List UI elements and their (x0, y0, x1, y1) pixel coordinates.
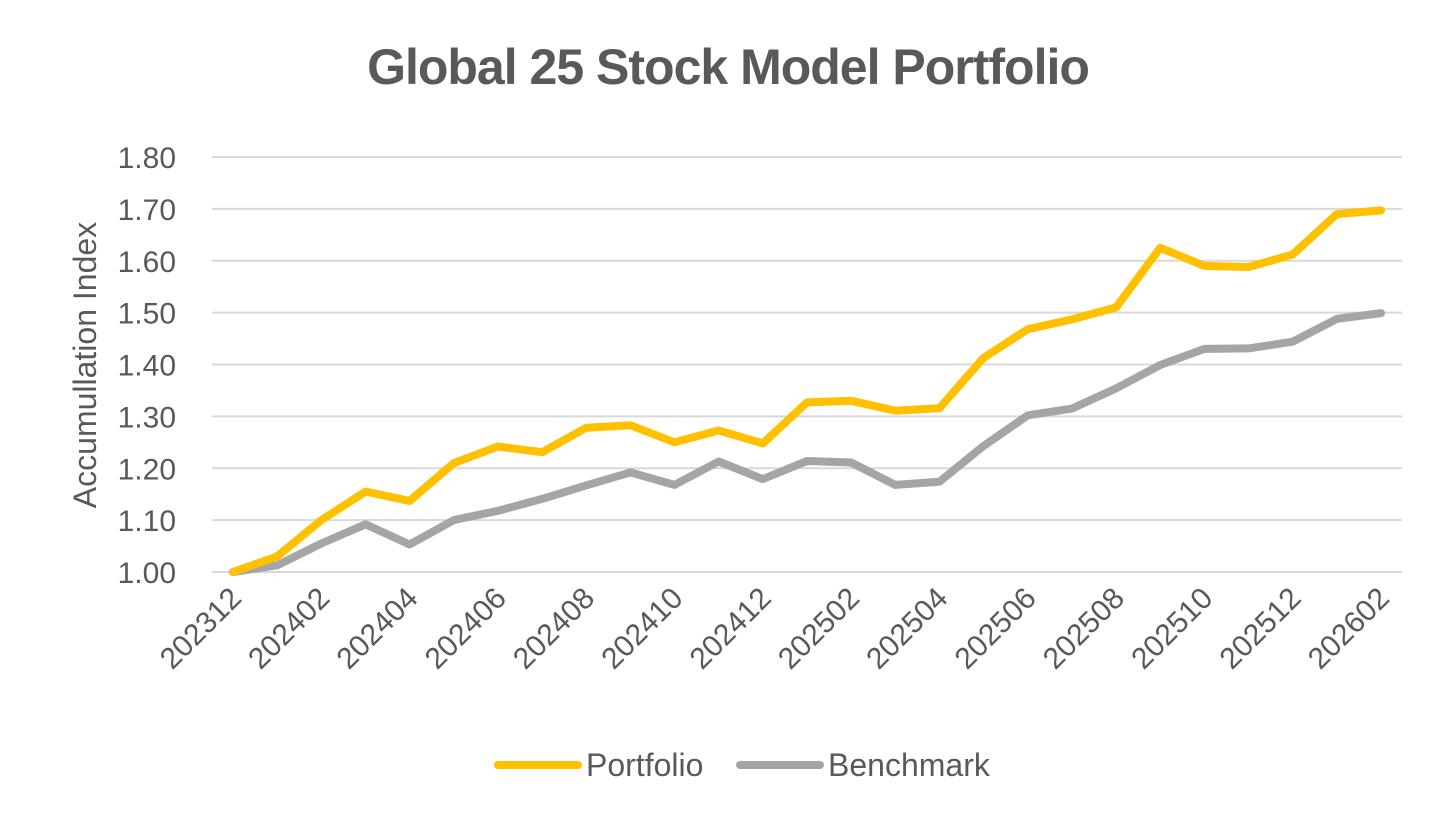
series-line-benchmark (229, 309, 1385, 576)
x-tick-label: 202504 (860, 582, 954, 676)
x-axis: 2023122024022024042024062024082024102024… (154, 582, 1396, 676)
y-tick-label: 1.60 (118, 246, 176, 279)
y-tick-label: 1.20 (118, 453, 176, 486)
x-tick-label: 202506 (949, 582, 1043, 676)
x-tick-label: 202406 (419, 582, 513, 676)
series (229, 206, 1385, 576)
legend-label-portfolio: Portfolio (586, 747, 703, 783)
x-tick-label: 202502 (772, 582, 866, 676)
legend-label-benchmark: Benchmark (828, 747, 991, 783)
x-tick-label: 202404 (330, 582, 424, 676)
x-tick-label: 202402 (242, 582, 336, 676)
y-axis-label: Accumullation Index (67, 222, 103, 508)
y-tick-label: 1.30 (118, 401, 176, 434)
x-tick-label: 202602 (1302, 582, 1396, 676)
y-tick-label: 1.70 (118, 194, 176, 227)
grid (212, 156, 1402, 573)
legend: Portfolio Benchmark (494, 747, 991, 783)
chart-title: Global 25 Stock Model Portfolio (367, 39, 1090, 95)
y-tick-label: 1.00 (118, 557, 176, 590)
x-tick-label: 202312 (154, 582, 248, 676)
x-tick-label: 202508 (1037, 582, 1131, 676)
x-tick-label: 202412 (684, 582, 778, 676)
x-tick-label: 202512 (1214, 582, 1308, 676)
x-tick-label: 202408 (507, 582, 601, 676)
x-tick-label: 202510 (1125, 582, 1219, 676)
x-tick-label: 202410 (595, 582, 689, 676)
y-tick-label: 1.50 (118, 298, 176, 331)
y-tick-label: 1.40 (118, 350, 176, 383)
y-tick-label: 1.80 (118, 142, 176, 175)
y-axis: 1.00 1.10 1.20 1.30 1.40 1.50 1.60 1.70 1.80 (118, 142, 176, 590)
series-line-portfolio (229, 206, 1385, 576)
y-tick-label: 1.10 (118, 505, 176, 538)
